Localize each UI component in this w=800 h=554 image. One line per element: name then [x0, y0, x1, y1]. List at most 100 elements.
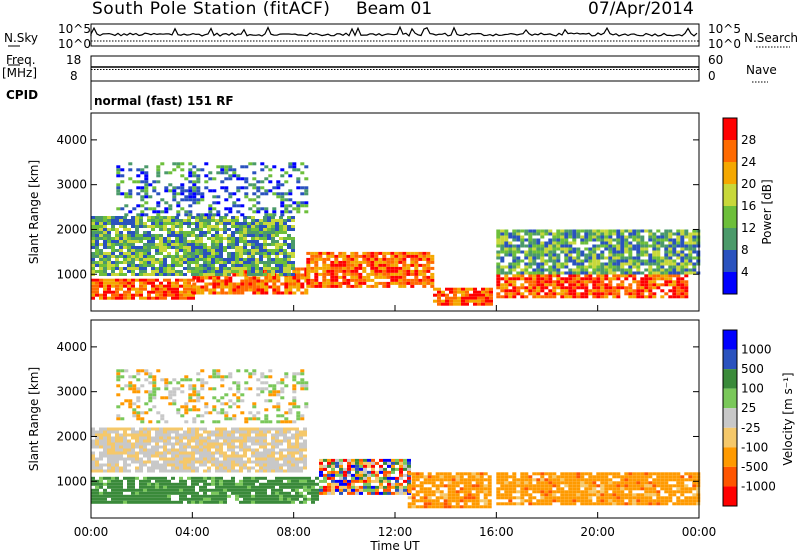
range-cell: [568, 259, 573, 263]
range-cell: [524, 232, 529, 236]
range-cell: [475, 493, 480, 497]
range-cell: [540, 250, 545, 254]
range-cell: [684, 253, 689, 257]
range-cell: [203, 497, 207, 501]
range-cell: [171, 270, 175, 273]
range-cell: [155, 500, 159, 504]
range-cell: [147, 454, 151, 458]
range-cell: [287, 219, 291, 222]
range-cell: [251, 270, 255, 273]
range-cell: [540, 235, 545, 239]
range-cell: [692, 268, 697, 272]
range-cell: [263, 488, 267, 492]
range-cell: [532, 274, 537, 278]
range-cell: [256, 180, 261, 184]
range-cell: [147, 293, 151, 297]
range-cell: [338, 260, 343, 264]
range-cell: [540, 274, 545, 278]
range-cell: [411, 502, 416, 506]
range-cell: [116, 186, 121, 190]
range-cell: [131, 281, 135, 285]
range-cell: [520, 244, 525, 248]
range-cell: [431, 475, 436, 479]
range-cell: [596, 490, 601, 494]
range-cell: [338, 263, 343, 267]
range-cell: [644, 496, 649, 500]
range-cell: [159, 500, 163, 504]
range-cell: [123, 273, 127, 276]
range-cell: [263, 430, 267, 434]
range-cell: [219, 216, 223, 219]
range-cell: [382, 275, 387, 279]
range-cell: [600, 487, 605, 491]
range-cell: [656, 235, 661, 239]
range-cell: [227, 479, 231, 483]
range-cell: [628, 271, 633, 275]
range-cell: [382, 260, 387, 264]
range-cell: [95, 293, 99, 297]
range-cell: [283, 225, 287, 228]
range-cell: [449, 299, 453, 303]
range-cell: [443, 496, 448, 500]
range-cell: [167, 228, 171, 231]
range-cell: [235, 494, 239, 498]
range-cell: [475, 505, 480, 509]
range-cell: [139, 497, 143, 501]
range-cell: [350, 263, 355, 267]
range-cell: [540, 280, 545, 284]
range-cell: [216, 195, 221, 199]
range-cell: [403, 461, 407, 465]
range-cell: [331, 479, 335, 483]
range-cell: [331, 473, 335, 477]
range-cell: [508, 493, 513, 497]
range-cell: [660, 265, 665, 269]
range-cell: [465, 299, 469, 303]
range-cell: [171, 255, 175, 258]
range-cell: [640, 487, 645, 491]
range-cell: [644, 253, 649, 257]
range-cell: [255, 497, 259, 501]
range-cell: [207, 451, 211, 455]
range-cell: [231, 427, 235, 431]
range-cell: [628, 229, 633, 233]
range-cell: [536, 295, 541, 299]
range-cell: [684, 289, 689, 293]
range-cell: [155, 448, 159, 452]
range-cell: [215, 252, 219, 255]
range-cell: [338, 275, 343, 279]
range-cell: [676, 295, 681, 299]
range-cell: [223, 258, 227, 261]
range-cell: [612, 484, 617, 488]
range-cell: [151, 463, 155, 467]
range-cell: [284, 285, 289, 289]
range-cell: [568, 283, 573, 287]
range-cell: [664, 229, 669, 233]
range-cell: [419, 484, 424, 488]
range-cell: [139, 290, 143, 294]
range-cell: [179, 476, 183, 480]
range-cell: [211, 451, 215, 455]
range-cell: [151, 469, 155, 473]
range-cell: [375, 479, 379, 483]
range-cell: [260, 285, 265, 289]
range-cell: [608, 268, 613, 272]
range-cell: [640, 253, 645, 257]
range-cell: [314, 263, 319, 267]
range-cell: [211, 267, 215, 270]
range-cell: [171, 448, 175, 452]
range-cell: [343, 473, 347, 477]
range-cell: [147, 451, 151, 455]
range-cell: [288, 276, 293, 280]
range-cell: [272, 192, 277, 196]
range-cell: [648, 487, 653, 491]
range-cell: [199, 451, 203, 455]
range-cell: [403, 491, 407, 495]
range-cell: [684, 262, 689, 266]
range-cell: [243, 482, 247, 486]
range-cell: [232, 204, 237, 208]
range-cell: [163, 246, 167, 249]
range-cell: [103, 427, 107, 431]
range-cell: [600, 229, 605, 233]
range-cell: [371, 464, 375, 468]
range-cell: [475, 490, 480, 494]
